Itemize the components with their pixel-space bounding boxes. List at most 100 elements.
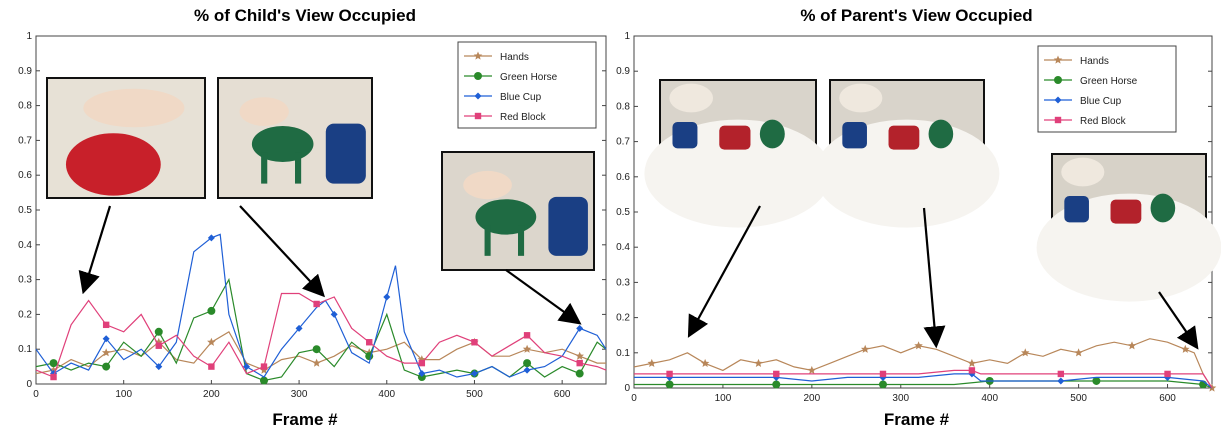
green-horse-shape <box>485 225 491 256</box>
data-point <box>880 371 886 377</box>
data-point <box>576 360 582 366</box>
hand-shape <box>463 171 512 199</box>
data-point <box>475 113 481 119</box>
y-tick-label: 0.3 <box>18 275 32 286</box>
data-point <box>576 370 584 378</box>
green-horse-shape <box>929 120 954 149</box>
inset-photo <box>1037 154 1221 302</box>
y-tick-label: 0.2 <box>616 313 630 324</box>
green-horse-shape <box>1151 194 1176 223</box>
child-view-chart: % of Child's View Occupied 0 0.1 0.2 0.3 0.4… <box>0 0 610 432</box>
y-tick-label: 0.9 <box>18 66 32 77</box>
x-tick-label: 100 <box>115 389 132 400</box>
inset-photo <box>47 78 205 198</box>
data-point <box>474 72 482 80</box>
data-point <box>156 343 162 349</box>
data-point <box>50 374 56 380</box>
hand-shape <box>240 97 289 126</box>
x-axis-label: Frame # <box>612 410 1221 430</box>
parent-view-chart: % of Parent's View Occupied 0 0.1 0.2 0.3 0.… <box>612 0 1221 432</box>
data-point <box>102 363 110 371</box>
y-tick-label: 0.8 <box>616 101 630 112</box>
legend-label: Blue Cup <box>1080 96 1122 107</box>
y-tick-label: 0.3 <box>616 277 630 288</box>
y-tick-label: 0.5 <box>18 205 32 216</box>
inset-photo <box>442 152 594 270</box>
data-point <box>1058 371 1064 377</box>
data-point <box>208 363 214 369</box>
y-tick-label: 0.4 <box>616 242 630 253</box>
legend-label: Red Block <box>500 112 547 123</box>
legend-label: Hands <box>500 52 529 63</box>
blue-cup-shape <box>842 122 867 148</box>
red-block-shape <box>1111 200 1142 224</box>
data-point <box>155 328 163 336</box>
y-tick-label: 1 <box>26 31 32 42</box>
data-point <box>103 322 109 328</box>
data-point <box>419 360 425 366</box>
data-point <box>772 380 780 388</box>
y-tick-label: 0 <box>624 383 630 394</box>
data-point <box>313 301 319 307</box>
y-tick-label: 0.5 <box>616 207 630 218</box>
green-horse-shape <box>760 120 785 149</box>
chart-canvas: 00.10.20.30.40.50.60.70.80.910 100 200 300 4… <box>612 0 1221 432</box>
legend-label: Blue Cup <box>500 92 542 103</box>
data-point <box>260 377 268 385</box>
x-tick-label: 100 <box>715 393 732 404</box>
data-point <box>207 307 215 315</box>
child-shape <box>1061 158 1104 187</box>
inset-photo <box>815 80 1000 228</box>
inset-photo <box>218 78 372 198</box>
x-tick-label: 600 <box>1159 393 1176 404</box>
x-tick-label: 600 <box>554 389 571 400</box>
data-point <box>1054 76 1062 84</box>
data-point <box>1164 371 1170 377</box>
data-point <box>524 332 530 338</box>
legend-label: Green Horse <box>1080 76 1138 87</box>
data-point <box>523 359 531 367</box>
data-point <box>50 359 58 367</box>
x-tick-label: 200 <box>203 389 220 400</box>
hand-shape <box>83 89 184 127</box>
green-horse-shape <box>295 152 301 183</box>
y-tick-label: 0.4 <box>18 240 32 251</box>
blue-cup-shape <box>672 122 697 148</box>
blue-cup-shape <box>1064 196 1089 222</box>
legend-label: Green Horse <box>500 72 558 83</box>
x-tick-label: 400 <box>378 389 395 400</box>
data-point <box>1055 117 1061 123</box>
x-tick-label: 0 <box>33 389 39 400</box>
y-tick-label: 0.7 <box>18 135 32 146</box>
data-point <box>261 363 267 369</box>
y-tick-label: 0.1 <box>616 348 630 359</box>
y-tick-label: 0 <box>26 379 32 390</box>
child-shape <box>839 84 882 113</box>
inset-photo <box>644 80 831 228</box>
y-tick-label: 0.2 <box>18 309 32 320</box>
green-horse-shape <box>518 225 524 256</box>
data-point <box>773 371 779 377</box>
x-tick-label: 200 <box>804 393 821 404</box>
legend: Hands Green Horse Blue Cup Red Block <box>458 42 596 128</box>
y-tick-label: 1 <box>624 31 630 42</box>
legend-label: Red Block <box>1080 116 1127 127</box>
data-point <box>879 380 887 388</box>
x-axis-label: Frame # <box>0 410 610 430</box>
y-tick-label: 0.1 <box>18 344 32 355</box>
red-block-shape <box>66 133 161 195</box>
x-tick-label: 300 <box>291 389 308 400</box>
y-tick-label: 0.6 <box>616 172 630 183</box>
child-shape <box>669 84 713 113</box>
red-block-shape <box>889 126 920 150</box>
data-point <box>313 345 321 353</box>
data-point <box>666 380 674 388</box>
x-tick-label: 0 <box>631 393 637 404</box>
legend-label: Hands <box>1080 56 1109 67</box>
legend: Hands Green Horse Blue Cup Red Block <box>1038 46 1176 132</box>
y-tick-label: 0.7 <box>616 137 630 148</box>
data-point <box>969 367 975 373</box>
x-tick-label: 500 <box>466 389 483 400</box>
data-point <box>471 339 477 345</box>
y-tick-label: 0.8 <box>18 101 32 112</box>
